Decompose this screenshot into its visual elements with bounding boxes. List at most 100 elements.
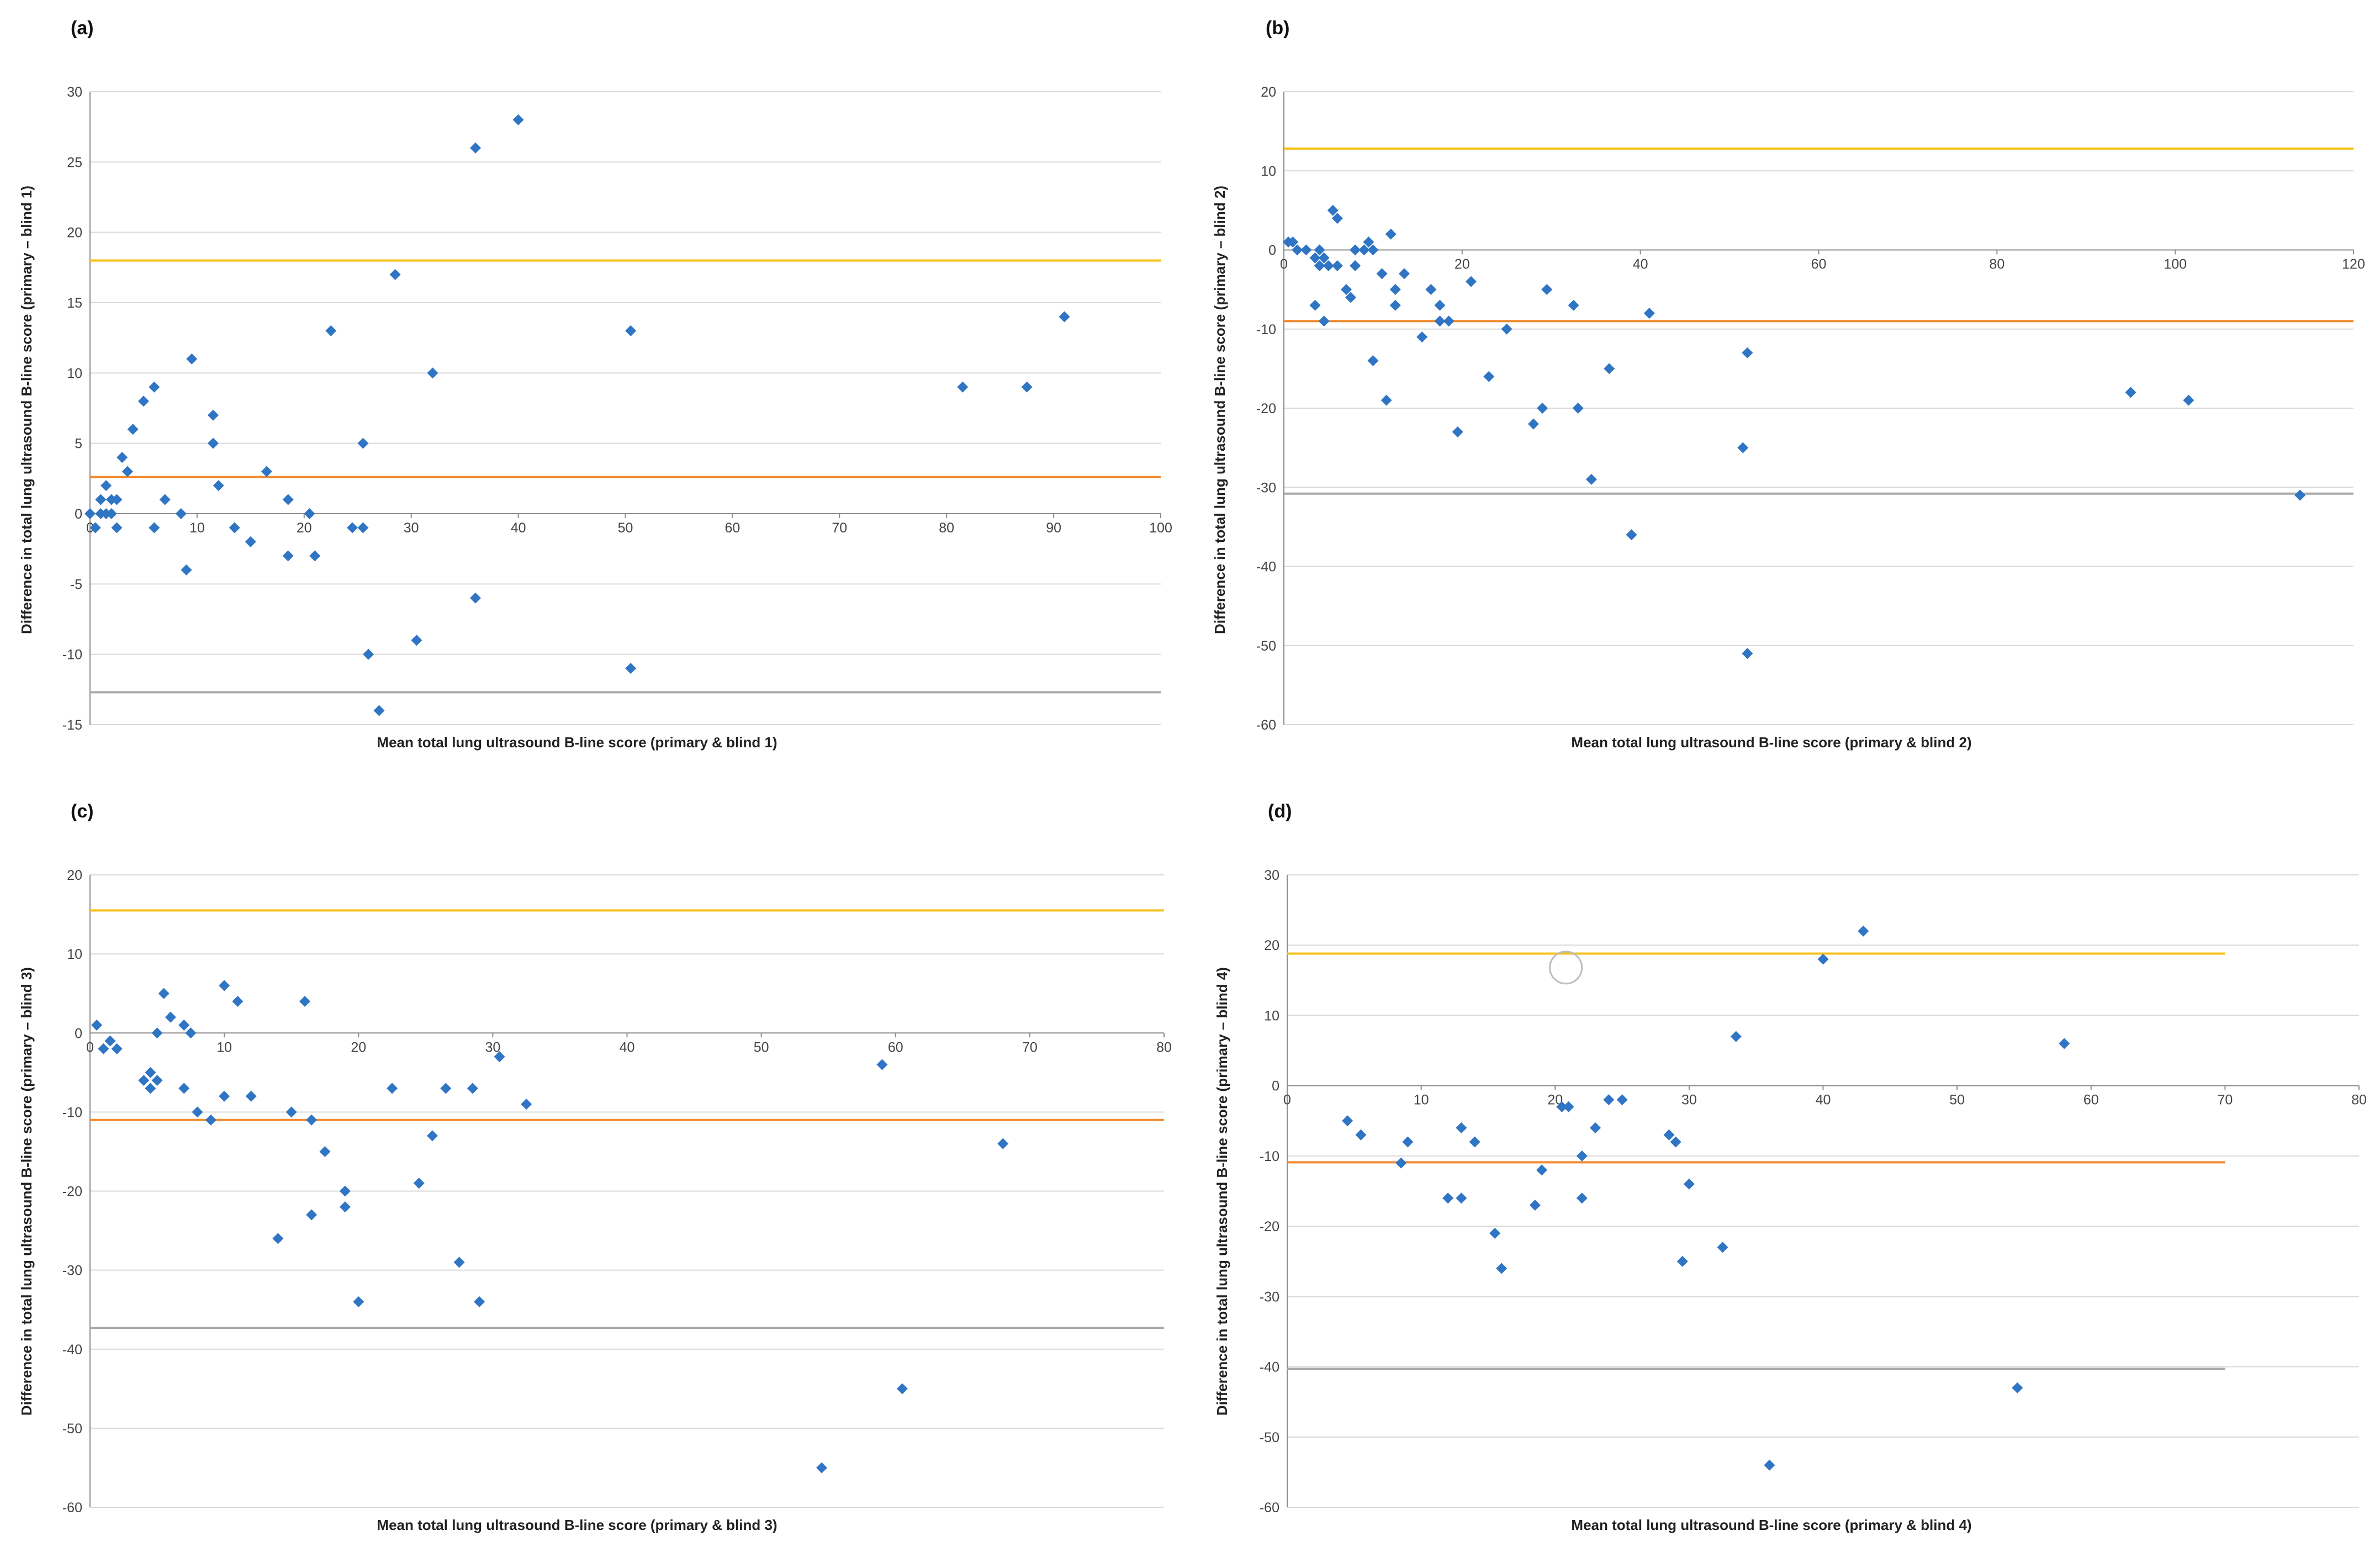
data-point <box>1456 1192 1467 1204</box>
data-point <box>1340 284 1352 295</box>
data-point <box>357 522 369 534</box>
data-point <box>151 1075 163 1086</box>
data-point <box>1309 299 1321 311</box>
data-point <box>1576 1192 1588 1204</box>
data-point <box>474 1296 485 1307</box>
y-tick-label: 0 <box>75 506 82 522</box>
data-point <box>1314 260 1325 272</box>
data-point <box>117 452 128 463</box>
data-point <box>175 508 187 519</box>
x-tick-label: 0 <box>86 1039 94 1055</box>
y-tick-label: 20 <box>1261 85 1276 100</box>
panel-label: (a) <box>71 18 94 39</box>
x-tick-label: 0 <box>1283 1092 1291 1108</box>
data-point <box>1287 236 1299 248</box>
data-point <box>91 1019 103 1031</box>
data-point <box>104 1035 116 1047</box>
data-point <box>440 1083 452 1094</box>
x-tick-label: 40 <box>1816 1092 1831 1108</box>
panel-d: 0 10 20 30 40 50 60 70 80-60-50-40-30-20-1001020… <box>1214 801 2367 1533</box>
data-point <box>1452 426 1463 437</box>
data-point <box>1541 284 1553 295</box>
y-tick-label: -40 <box>1260 1360 1279 1375</box>
data-point <box>1858 925 1869 937</box>
y-tick-label: 10 <box>67 947 82 962</box>
data-point <box>145 1083 156 1094</box>
x-tick-label: 80 <box>939 520 954 536</box>
x-tick-label: 40 <box>1633 257 1648 272</box>
data-point <box>282 494 294 505</box>
y-tick-label: 10 <box>1264 1008 1279 1023</box>
data-point <box>178 1083 190 1094</box>
y-tick-label: 10 <box>67 366 82 381</box>
data-point <box>816 1462 828 1474</box>
data-point <box>306 1114 318 1126</box>
data-point <box>181 564 192 576</box>
data-point <box>309 550 321 562</box>
data-point <box>207 409 219 421</box>
data-point <box>357 437 369 449</box>
x-tick-label: 60 <box>888 1039 903 1055</box>
x-tick-label: 60 <box>2083 1092 2099 1108</box>
y-tick-label: -60 <box>1256 717 1276 733</box>
data-point <box>2294 489 2306 501</box>
data-point <box>1643 308 1655 319</box>
x-tick-label: 60 <box>1811 257 1827 272</box>
data-point <box>1323 260 1334 272</box>
data-point <box>1576 1150 1588 1162</box>
data-point <box>1489 1227 1501 1239</box>
data-point <box>325 325 337 336</box>
data-point <box>111 494 123 505</box>
data-point <box>2059 1038 2070 1049</box>
data-point <box>389 269 401 281</box>
data-point <box>84 508 96 519</box>
y-tick-label: 30 <box>1264 868 1279 883</box>
y-tick-label: -20 <box>1256 401 1276 416</box>
data-point <box>1292 244 1303 256</box>
data-point <box>1059 311 1070 323</box>
data-point <box>1385 228 1397 240</box>
y-tick-label: -50 <box>62 1421 82 1437</box>
y-tick-label: -5 <box>70 577 82 592</box>
data-point <box>1683 1178 1695 1190</box>
data-point <box>1626 529 1637 541</box>
data-point <box>1318 315 1330 327</box>
data-point <box>1327 204 1339 216</box>
data-point <box>1730 1031 1742 1042</box>
data-point <box>1389 284 1401 295</box>
data-point <box>1527 418 1539 430</box>
data-point <box>512 114 524 125</box>
data-point <box>89 522 101 534</box>
y-tick-label: -30 <box>1260 1289 1279 1305</box>
data-point <box>95 494 107 505</box>
data-point <box>353 1296 364 1307</box>
x-tick-label: 60 <box>724 520 740 536</box>
data-point <box>1358 244 1370 256</box>
data-point <box>1670 1136 1681 1148</box>
data-point <box>1603 1094 1615 1106</box>
data-point <box>1367 355 1379 367</box>
data-point <box>101 480 112 492</box>
data-point <box>207 437 219 449</box>
data-point <box>2125 387 2136 398</box>
x-tick-label: 80 <box>1989 257 2005 272</box>
y-tick-label: -50 <box>1256 638 1276 654</box>
data-point <box>282 550 294 562</box>
data-point <box>1556 1101 1568 1112</box>
data-point <box>127 424 139 435</box>
data-point <box>1376 268 1388 279</box>
data-point <box>1483 371 1495 382</box>
data-point <box>2012 1382 2023 1394</box>
y-tick-label: -40 <box>1256 560 1276 575</box>
x-tick-label: 80 <box>1156 1039 1172 1055</box>
y-tick-label: -10 <box>1256 322 1276 337</box>
data-point <box>149 381 160 393</box>
y-tick-label: -50 <box>1260 1430 1279 1445</box>
annotation-circle <box>1549 951 1583 985</box>
data-point <box>997 1138 1009 1149</box>
data-point <box>245 536 256 547</box>
data-point <box>413 1178 425 1189</box>
panel-a: 0 10 20 30 40 50 60 70 80 90 100 -15 -10 -5 0 5 10 15 20 25… <box>18 18 1172 751</box>
x-tick-label: 10 <box>1414 1092 1429 1108</box>
data-point <box>121 466 133 477</box>
